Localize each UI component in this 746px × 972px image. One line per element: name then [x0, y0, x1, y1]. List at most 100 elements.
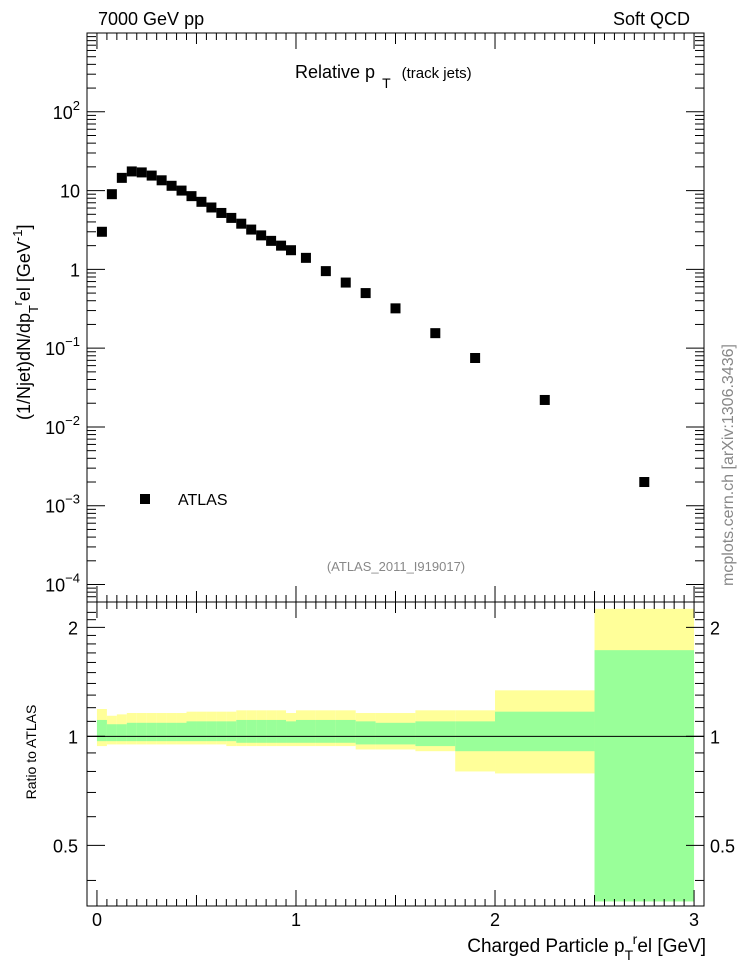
ratio-y-tick-label: 1 — [68, 727, 78, 747]
legend-marker — [140, 494, 150, 504]
ratio-y-tick-labels: 0.5 0.5 1 1 2 2 — [53, 618, 735, 856]
x-tick-labels: 0 1 2 3 — [92, 910, 699, 930]
y-axis-label-d: el [GeV — [14, 241, 34, 301]
y-tick-label: 10−1 — [45, 334, 80, 359]
data-point — [206, 202, 217, 213]
ratio-y-tick-label-right: 1 — [710, 727, 720, 747]
stat-uncertainty-band — [236, 719, 247, 743]
x-axis-label: Charged Particle pTrel [GeV] — [467, 931, 706, 963]
ratio-plot-panel: 0.5 0.5 1 1 2 2 0 1 2 3 Ratio to ATLAS Charged P… — [23, 601, 735, 963]
stat-uncertainty-band — [136, 722, 147, 742]
stat-uncertainty-band — [355, 721, 376, 745]
data-point — [390, 303, 401, 314]
stat-uncertainty-band — [256, 719, 267, 743]
x-tick-label: 1 — [291, 910, 301, 930]
plot-title-extra: (track jets) — [402, 65, 472, 82]
data-point — [226, 212, 237, 223]
header-right: Soft QCD — [613, 9, 690, 29]
data-point — [116, 172, 127, 183]
stat-uncertainty-band — [106, 724, 117, 742]
ratio-y-tick-label-right: 0.5 — [710, 836, 735, 856]
y-axis-label: (1/Njet)dN/dpTrel [GeV-1] — [10, 225, 41, 420]
y-tick-label: 10−3 — [45, 492, 80, 517]
stat-uncertainty-band — [375, 722, 416, 745]
data-point — [216, 207, 227, 218]
reference-tag: (ATLAS_2011_I919017) — [327, 559, 465, 574]
stat-uncertainty-band — [315, 719, 336, 743]
y-tick-label: 1 — [70, 260, 80, 280]
data-point — [430, 328, 441, 339]
legend: ATLAS — [140, 492, 228, 509]
side-label: mcplots.cern.ch [arXiv:1306.3436] — [720, 344, 737, 586]
stat-uncertainty-band — [415, 721, 456, 747]
data-point — [246, 224, 257, 235]
stat-uncertainty-band — [226, 721, 237, 742]
data-point — [539, 394, 550, 405]
y-axis-label-b: T — [26, 305, 41, 313]
data-point — [156, 175, 167, 186]
stat-uncertainty-band — [206, 721, 217, 742]
legend-label: ATLAS — [178, 492, 228, 509]
data-point — [166, 180, 177, 191]
x-tick-label: 3 — [689, 910, 699, 930]
data-point — [286, 245, 297, 256]
data-point — [320, 266, 331, 277]
data-point — [360, 288, 371, 299]
ratio-bands — [96, 608, 695, 902]
stat-uncertainty-band — [166, 722, 177, 742]
data-point — [340, 277, 351, 288]
main-plot-panel: Relative p T (track jets) (ATLAS_2011_I9… — [10, 32, 705, 603]
y-axis-label-c: r — [10, 300, 25, 305]
ratio-y-tick-label: 0.5 — [53, 836, 78, 856]
data-point — [186, 191, 197, 202]
data-point — [300, 252, 311, 263]
stat-uncertainty-band — [186, 721, 197, 742]
x-tick-label: 0 — [92, 910, 102, 930]
x-axis-label-c: r — [633, 931, 638, 947]
y-axis-label-e: -1 — [10, 230, 25, 242]
x-axis-label-b: T — [625, 947, 634, 963]
data-point — [136, 167, 147, 178]
data-point — [276, 240, 287, 251]
data-point — [176, 185, 187, 196]
y-tick-label: 10 — [60, 182, 80, 202]
atlas-data-points — [96, 166, 650, 488]
stat-uncertainty-band — [246, 719, 257, 743]
ratio-y-axis-label: Ratio to ATLAS — [23, 705, 39, 800]
stat-uncertainty-band — [116, 724, 127, 742]
main-plot-y-tick-labels: 102 10 1 10−1 10−2 10−3 10−4 — [45, 98, 80, 596]
y-axis-label-a: (1/Njet)dN/dp — [14, 313, 34, 420]
stat-uncertainty-band — [126, 722, 137, 742]
data-point — [96, 226, 107, 237]
y-tick-label: 10−4 — [45, 571, 80, 596]
stat-uncertainty-band — [176, 722, 187, 742]
data-point — [236, 218, 247, 229]
stat-uncertainty-band — [146, 722, 157, 742]
stat-uncertainty-band — [335, 719, 356, 743]
stat-uncertainty-band — [266, 719, 277, 743]
ratio-plot-ticks — [87, 602, 704, 906]
stat-uncertainty-band — [196, 721, 207, 742]
stat-uncertainty-band — [156, 722, 167, 742]
stat-uncertainty-band — [216, 721, 227, 742]
stat-uncertainty-band — [96, 719, 107, 742]
data-point — [146, 170, 157, 181]
y-tick-label: 102 — [53, 98, 80, 123]
data-point — [256, 230, 267, 241]
data-point — [266, 235, 277, 246]
x-axis-label-a: Charged Particle p — [467, 936, 624, 957]
y-tick-label: 10−2 — [45, 413, 80, 438]
ratio-y-tick-label: 2 — [68, 618, 78, 638]
stat-uncertainty-band — [495, 711, 595, 752]
stat-uncertainty-band — [295, 719, 316, 743]
data-point — [196, 196, 207, 207]
stat-uncertainty-band — [594, 650, 695, 902]
stat-uncertainty-band — [286, 721, 296, 743]
plot-title-sub: T — [382, 75, 391, 91]
header-left: 7000 GeV pp — [98, 9, 204, 29]
data-point — [106, 189, 117, 200]
data-point — [470, 352, 481, 363]
plot-title-main: Relative p — [295, 62, 375, 82]
main-plot-frame — [86, 32, 705, 603]
